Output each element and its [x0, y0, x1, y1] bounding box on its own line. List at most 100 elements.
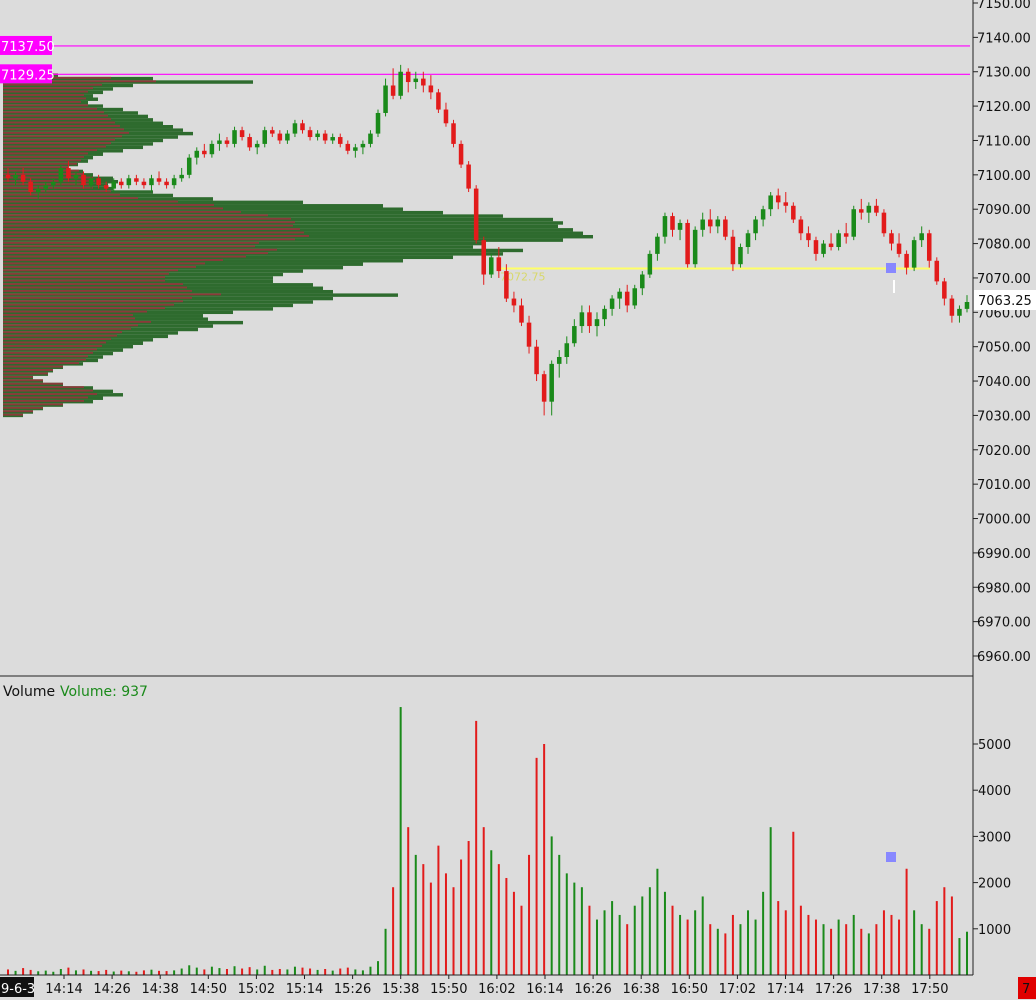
profile-bar-sell: [3, 293, 221, 296]
order-marker-volume[interactable]: [886, 852, 896, 862]
time-tick-label: 17:50: [911, 982, 948, 997]
candle-body: [768, 195, 773, 210]
candle-body: [609, 298, 615, 309]
order-marker-price[interactable]: [886, 263, 896, 273]
candle-body: [28, 181, 33, 193]
time-tick-label: 16:02: [478, 982, 515, 997]
profile-bar-sell: [3, 231, 304, 234]
profile-bar-sell: [3, 276, 165, 279]
candle-body: [881, 212, 887, 234]
profile-bar-sell: [3, 152, 88, 155]
candle-body: [360, 143, 366, 148]
candle-body: [707, 219, 713, 227]
volume-bar: [716, 928, 719, 975]
profile-bar-sell: [3, 375, 33, 378]
volume-tick-label: 3000: [978, 830, 1011, 845]
volume-bar: [256, 969, 259, 975]
volume-bar: [263, 965, 266, 975]
candle-body: [353, 147, 358, 151]
volume-bar: [309, 968, 312, 975]
volume-bar: [203, 969, 206, 975]
candle-body: [398, 71, 403, 96]
volume-bar: [595, 919, 598, 975]
profile-bar-sell: [3, 341, 106, 344]
price-levels: 7137.50 7129.25 7072.75: [0, 35, 970, 283]
volume-bar: [701, 896, 704, 975]
candle-body: [413, 78, 419, 83]
candle-body: [896, 243, 902, 254]
last-price-label: 7063.25: [978, 294, 1032, 309]
profile-bar-sell: [3, 272, 169, 275]
candle-body: [730, 236, 736, 265]
profile-bar-sell: [3, 176, 93, 179]
time-tick-label: 14:50: [190, 982, 227, 997]
profile-bar-sell: [3, 169, 79, 172]
volume-bar: [158, 970, 161, 975]
profile-bar-sell: [3, 382, 63, 385]
volume-bar: [505, 877, 508, 975]
candle-body: [73, 174, 79, 179]
profile-bar-sell: [3, 118, 111, 121]
volume-bar: [105, 969, 108, 975]
candle-body: [126, 178, 132, 186]
candle-body: [345, 143, 351, 151]
volume-bar: [90, 970, 93, 975]
candle-body: [526, 322, 532, 347]
candle-body: [549, 363, 554, 402]
volume-bar: [950, 896, 953, 975]
profile-bar-sell: [3, 396, 88, 399]
candle-body: [783, 202, 789, 206]
price-tick-label: 7100.00: [977, 169, 1031, 184]
profile-bar-sell: [3, 107, 97, 110]
volume-bar: [694, 910, 697, 975]
time-axis-ticks[interactable]: 14:14 14:26 14:38 14:50 15:02 15:14 15:26 15:38…: [45, 975, 949, 997]
date-label: 9-6-3: [1, 982, 35, 997]
profile-bar-sell: [3, 114, 108, 117]
volume-panel-title: Volume: [3, 684, 55, 700]
time-tick-label: 15:14: [286, 982, 323, 997]
candle-body: [919, 233, 924, 241]
candle-body: [171, 178, 177, 186]
volume-axis-ticks[interactable]: 5000 4000 3000 2000 1000: [973, 738, 1011, 938]
volume-bar: [762, 891, 765, 975]
profile-bar-sell: [3, 393, 97, 395]
candle-body: [851, 209, 856, 237]
profile-bar-sell: [3, 355, 88, 358]
candle-body: [624, 291, 630, 306]
profile-bar-sell: [3, 238, 295, 241]
profile-bar-sell: [3, 135, 122, 138]
profile-bar-sell: [3, 403, 63, 406]
price-axis-ticks[interactable]: 7150.00 7140.00 7130.00 7120.00 7110.00 7100.…: [973, 0, 1031, 665]
volume-bar: [233, 966, 236, 975]
candle-body: [156, 178, 162, 182]
volume-bar: [898, 919, 901, 975]
volume-bar: [943, 887, 946, 975]
volume-bar: [913, 910, 916, 975]
volume-bar: [331, 970, 334, 975]
candle-body: [489, 257, 494, 275]
candle-body: [655, 236, 660, 254]
volume-bar: [44, 970, 47, 975]
profile-bar-sell: [3, 262, 205, 265]
profile-bar-sell: [3, 296, 192, 299]
profile-bar-sell: [3, 259, 223, 261]
candle-body: [481, 240, 486, 275]
corner-badge[interactable]: [1018, 977, 1036, 999]
corner-badge-label: 7: [1022, 982, 1030, 997]
volume-bar: [512, 891, 515, 975]
volume-bar: [731, 914, 734, 975]
time-tick-label: 15:50: [430, 982, 467, 997]
profile-bar-sell: [3, 155, 84, 158]
level-label: 7129.25: [1, 68, 55, 83]
price-tick-label: 7120.00: [977, 100, 1031, 115]
profile-bar-sell: [3, 389, 93, 392]
candle-body: [874, 205, 879, 213]
volume-bar: [112, 971, 115, 975]
volume-bar: [293, 966, 296, 975]
volume-bar: [444, 873, 447, 975]
profile-bar-sell: [3, 248, 277, 251]
volume-bar: [588, 905, 591, 975]
profile-bar-sell: [3, 269, 178, 272]
candle-body: [889, 233, 894, 244]
